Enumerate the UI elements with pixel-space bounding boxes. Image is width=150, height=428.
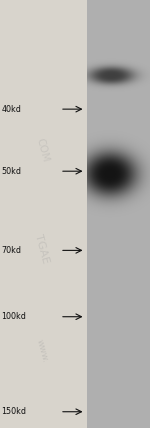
Bar bbox=[87, 0, 150, 428]
Text: 100kd: 100kd bbox=[2, 312, 26, 321]
Text: 40kd: 40kd bbox=[2, 104, 21, 114]
Bar bbox=[0, 0, 87, 428]
Text: www.: www. bbox=[34, 338, 50, 364]
Text: TGAE: TGAE bbox=[33, 232, 51, 264]
Text: 50kd: 50kd bbox=[2, 166, 21, 176]
Text: COM: COM bbox=[34, 137, 50, 163]
Text: 150kd: 150kd bbox=[2, 407, 27, 416]
Text: 70kd: 70kd bbox=[2, 246, 21, 255]
